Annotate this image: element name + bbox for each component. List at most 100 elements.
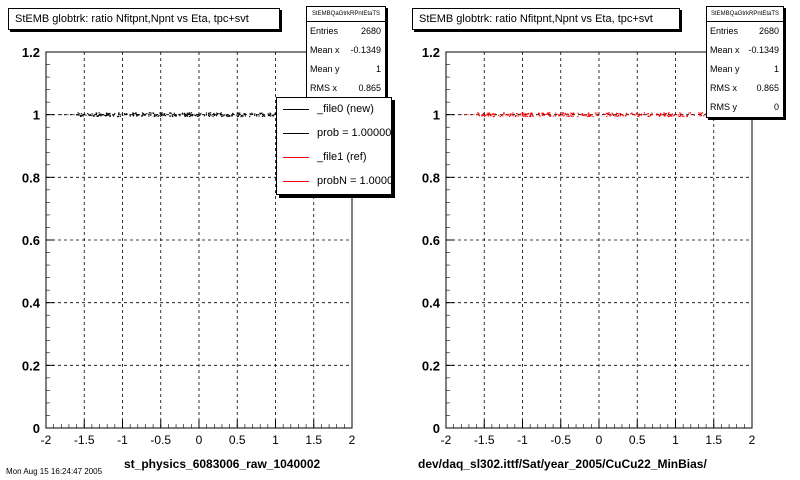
x-tick-label: 1 — [272, 433, 279, 447]
y-tick-label: 1.2 — [22, 45, 40, 60]
data-point — [179, 115, 181, 117]
data-point — [493, 115, 496, 117]
data-point — [188, 115, 191, 118]
data-point — [77, 112, 79, 114]
data-point — [562, 115, 564, 117]
data-point — [461, 114, 463, 116]
data-point — [656, 113, 658, 115]
data-point — [186, 115, 189, 117]
data-point — [605, 113, 607, 115]
data-point — [650, 114, 653, 116]
data-point — [259, 112, 261, 114]
data-point — [566, 115, 568, 117]
data-point — [615, 115, 618, 117]
data-point — [95, 112, 97, 114]
data-point — [254, 113, 256, 115]
data-point — [585, 115, 587, 117]
data-point — [590, 115, 592, 117]
data-point — [153, 114, 156, 116]
x-tick-label: -1.5 — [74, 433, 95, 447]
stats-value: 2680 — [360, 26, 381, 36]
data-point — [117, 115, 119, 118]
data-point — [208, 115, 211, 117]
data-point — [262, 113, 264, 115]
data-point — [119, 115, 121, 117]
data-point — [175, 114, 177, 116]
data-point — [85, 114, 87, 116]
data-point — [189, 112, 191, 114]
data-point — [498, 114, 500, 116]
data-point — [665, 114, 667, 116]
data-point — [664, 112, 666, 115]
data-point — [597, 114, 600, 117]
data-point — [118, 112, 120, 115]
data-point — [171, 115, 173, 117]
data-point — [124, 112, 126, 115]
data-point — [647, 115, 649, 117]
data-point — [215, 115, 218, 117]
data-point — [270, 115, 272, 117]
data-point — [663, 114, 665, 116]
data-point — [210, 112, 212, 114]
data-point — [132, 115, 134, 117]
data-point — [80, 112, 82, 115]
data-point — [273, 114, 275, 116]
data-point — [97, 115, 100, 117]
data-point — [203, 115, 206, 117]
data-point — [511, 113, 513, 115]
data-point — [571, 115, 573, 117]
data-point — [108, 114, 110, 116]
data-point — [512, 115, 514, 117]
data-point — [633, 113, 636, 116]
stats-label: Mean y — [310, 64, 340, 74]
data-point — [597, 114, 599, 117]
data-point — [488, 113, 490, 116]
data-point — [473, 114, 475, 116]
x-tick-label: 0 — [196, 433, 203, 447]
legend-label: probN = 1.000000 — [317, 175, 392, 187]
data-point — [223, 114, 225, 116]
data-point — [169, 112, 171, 114]
data-point — [558, 114, 560, 116]
data-point — [523, 115, 525, 118]
y-tick-label: 0.2 — [422, 358, 440, 373]
data-point — [261, 112, 263, 114]
data-point — [525, 115, 527, 118]
data-point — [163, 114, 166, 116]
data-point — [105, 112, 108, 114]
data-point — [90, 114, 92, 117]
data-point — [577, 115, 579, 118]
data-point — [226, 115, 228, 117]
data-point — [486, 113, 488, 116]
data-point — [631, 112, 633, 114]
data-point — [132, 113, 135, 115]
data-point — [686, 115, 688, 117]
data-point — [624, 115, 627, 117]
data-point — [100, 113, 102, 115]
data-point — [651, 112, 653, 114]
legend-entry: _file1 (ref) — [277, 146, 391, 170]
data-point — [109, 112, 111, 115]
data-point — [562, 112, 564, 115]
x-tick-label: -1 — [117, 433, 128, 447]
data-point — [220, 112, 222, 114]
data-point — [565, 113, 567, 116]
data-point — [660, 114, 662, 116]
data-point — [193, 114, 195, 116]
x-tick-label: 1.5 — [705, 433, 722, 447]
data-point — [559, 114, 561, 116]
data-point — [489, 114, 492, 117]
data-point — [135, 115, 138, 117]
data-point — [141, 115, 143, 117]
data-point — [682, 114, 684, 116]
data-point — [148, 115, 150, 117]
data-point — [112, 115, 115, 117]
data-point — [161, 112, 163, 114]
data-point — [677, 114, 679, 116]
data-point — [241, 114, 243, 117]
data-point — [668, 115, 670, 117]
data-point — [160, 114, 163, 116]
data-point — [530, 112, 532, 114]
data-point — [564, 112, 566, 115]
data-point — [212, 115, 214, 118]
